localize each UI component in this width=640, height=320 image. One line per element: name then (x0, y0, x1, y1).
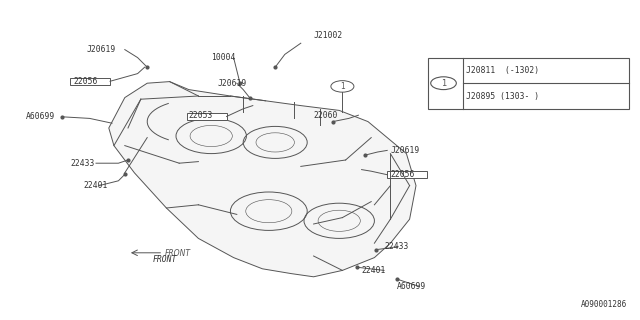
Text: 1: 1 (441, 79, 446, 88)
Text: J20811  (-1302): J20811 (-1302) (466, 66, 539, 75)
Text: J20619: J20619 (218, 79, 247, 88)
Text: 10004: 10004 (211, 53, 236, 62)
Text: A60699: A60699 (397, 282, 426, 291)
FancyBboxPatch shape (428, 58, 629, 109)
Text: J20895 (1303- ): J20895 (1303- ) (466, 92, 539, 100)
Text: 22053: 22053 (189, 111, 213, 120)
Text: 22060: 22060 (314, 111, 338, 120)
Text: 22433: 22433 (70, 159, 95, 168)
Text: A60699: A60699 (26, 112, 55, 121)
Text: J21002: J21002 (314, 31, 343, 40)
Text: 22056: 22056 (74, 77, 98, 86)
Text: A090001286: A090001286 (581, 300, 627, 309)
Text: 22056: 22056 (390, 170, 415, 179)
Text: J20619: J20619 (86, 45, 116, 54)
Text: FRONT: FRONT (152, 255, 177, 264)
Polygon shape (109, 82, 416, 277)
Text: FRONT: FRONT (165, 249, 191, 258)
Text: 22433: 22433 (384, 242, 408, 251)
Text: J20619: J20619 (390, 146, 420, 155)
Text: 1: 1 (340, 82, 345, 91)
Text: 22401: 22401 (362, 266, 386, 275)
FancyBboxPatch shape (70, 78, 110, 85)
FancyBboxPatch shape (387, 171, 427, 178)
Text: 22401: 22401 (83, 181, 108, 190)
FancyBboxPatch shape (187, 113, 227, 120)
